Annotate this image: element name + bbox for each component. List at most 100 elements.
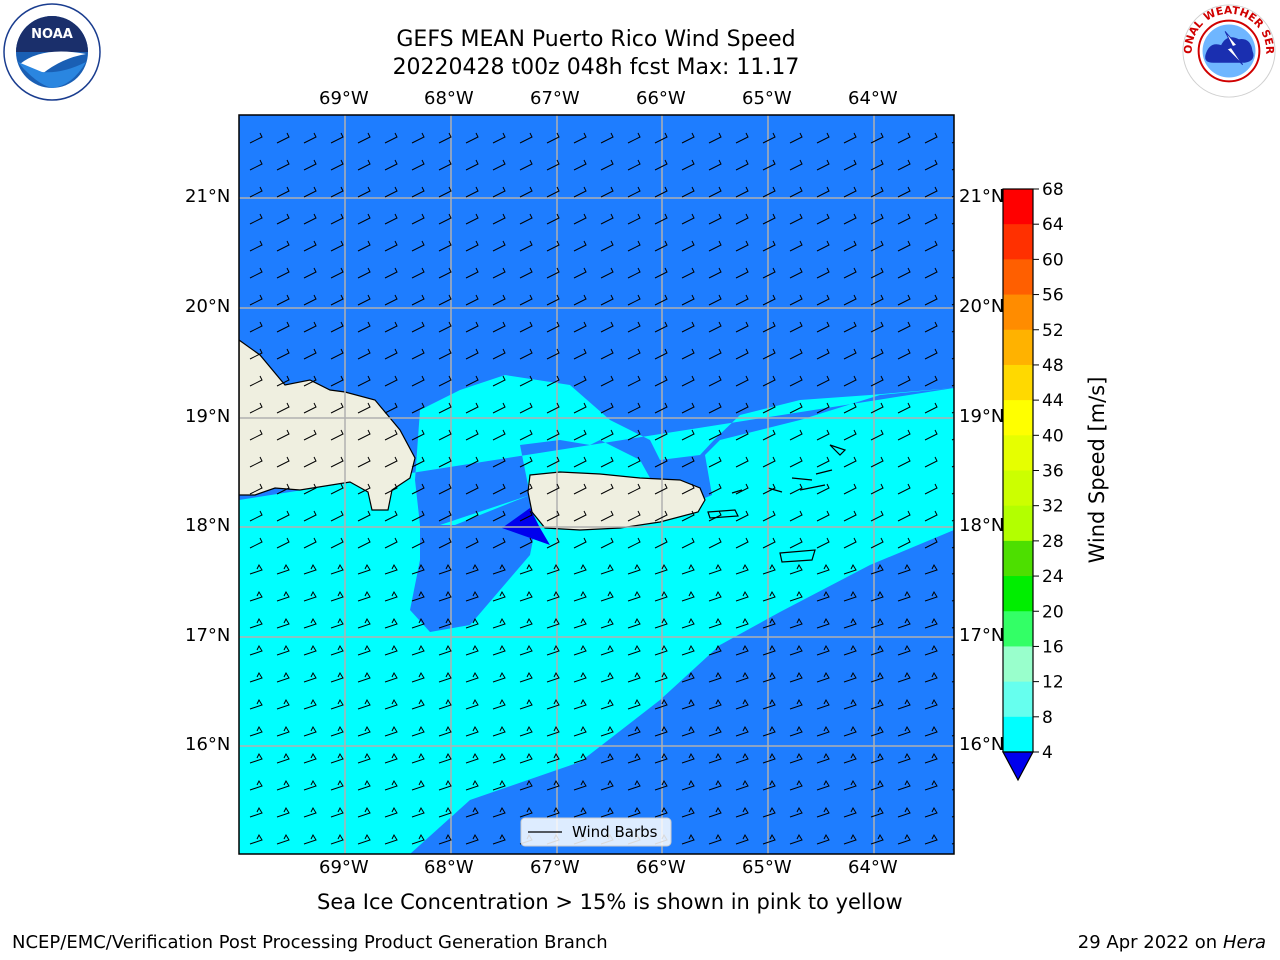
wind-barb [627,483,641,495]
wind-barb [438,752,452,764]
wind-barb [546,402,560,414]
wind-barb [789,375,803,387]
wind-barb [897,833,911,845]
wind-barb [843,806,857,818]
wind-barb [465,671,479,683]
wind-barb [492,698,506,710]
wind-barb [735,617,749,629]
wind-barb [654,267,668,279]
wind-barb [546,806,560,818]
title-line-2: 20220428 t00z 048h fcst Max: 11.17 [392,55,800,80]
wind-barb [465,563,479,575]
wind-barb [519,429,533,441]
lat-label-right-5: 17°N [959,625,1005,646]
wind-barb [384,402,398,414]
wind-barb [735,833,749,845]
wind-barb [492,321,506,333]
wind-barb [708,644,722,656]
wind-barb [276,456,290,468]
colorbar-cell [1003,189,1033,225]
wind-barb [249,806,263,818]
wind-barb [870,698,884,710]
wind-barb [600,698,614,710]
colorbar-cell [1003,505,1033,542]
wind-barb [762,132,776,144]
wind-barb [330,590,344,602]
wind-barb [654,483,668,495]
wind-barb [654,294,668,306]
wind-barb [708,725,722,737]
wind-barb [816,644,830,656]
wind-barb [465,267,479,279]
wind-barb [411,510,425,522]
wind-barb [411,348,425,360]
wind-barb [924,429,938,441]
wind-barb [735,294,749,306]
wind-barb [384,267,398,279]
wind-barb [843,698,857,710]
wind-barb [411,429,425,441]
colorbar-tick-label: 64 [1042,215,1064,235]
wind-barb [627,402,641,414]
wind-barb [816,132,830,144]
wind-barb [276,617,290,629]
wind-barb [519,671,533,683]
wind-barb [654,725,668,737]
wind-barb [870,510,884,522]
wind-barb [357,294,371,306]
wind-barb [789,321,803,333]
wind-barb [654,563,668,575]
wind-barb [708,617,722,629]
wind-barb [654,240,668,252]
wind-barb [249,752,263,764]
wind-barb [519,213,533,225]
wind-barb [465,159,479,171]
wind-barb [735,186,749,198]
wind-barb [303,132,317,144]
wind-barb [411,698,425,710]
wind-barb [600,617,614,629]
wind-barb [546,429,560,441]
wind-barb [330,294,344,306]
wind-barb [627,456,641,468]
wind-barb [735,456,749,468]
wind-barb [735,267,749,279]
wind-barb [519,159,533,171]
wind-barb [789,294,803,306]
wind-barb [843,402,857,414]
wind-barb [492,752,506,764]
wind-barb [762,644,776,656]
wind-barb [627,159,641,171]
wind-barb [627,294,641,306]
wind-barb [276,725,290,737]
wind-barb [654,698,668,710]
wind-barb [330,752,344,764]
wind-barb [519,563,533,575]
wind-barb [600,483,614,495]
wind-barb [762,429,776,441]
wind-barb [330,779,344,791]
wind-barb [789,779,803,791]
colorbar-cell [1003,716,1033,753]
wind-barb [384,644,398,656]
wind-barb [465,537,479,549]
wind-barb [276,294,290,306]
wind-barb [681,510,695,522]
wind-barb [735,159,749,171]
wind-barb [492,671,506,683]
colorbar-cell [1003,435,1033,471]
wind-barb [546,375,560,387]
wind-barb [330,833,344,845]
wind-barb [789,159,803,171]
wind-barb [816,779,830,791]
wind-barb [600,806,614,818]
wind-barb [735,402,749,414]
wind-barb [924,752,938,764]
wind-barb [789,752,803,764]
wind-barb [303,698,317,710]
wind-barb [735,644,749,656]
wind-barb [843,537,857,549]
wind-barb [303,240,317,252]
colorbar-title-wrap: Wind Speed [m/s] [967,377,1227,564]
wind-barb [438,806,452,818]
